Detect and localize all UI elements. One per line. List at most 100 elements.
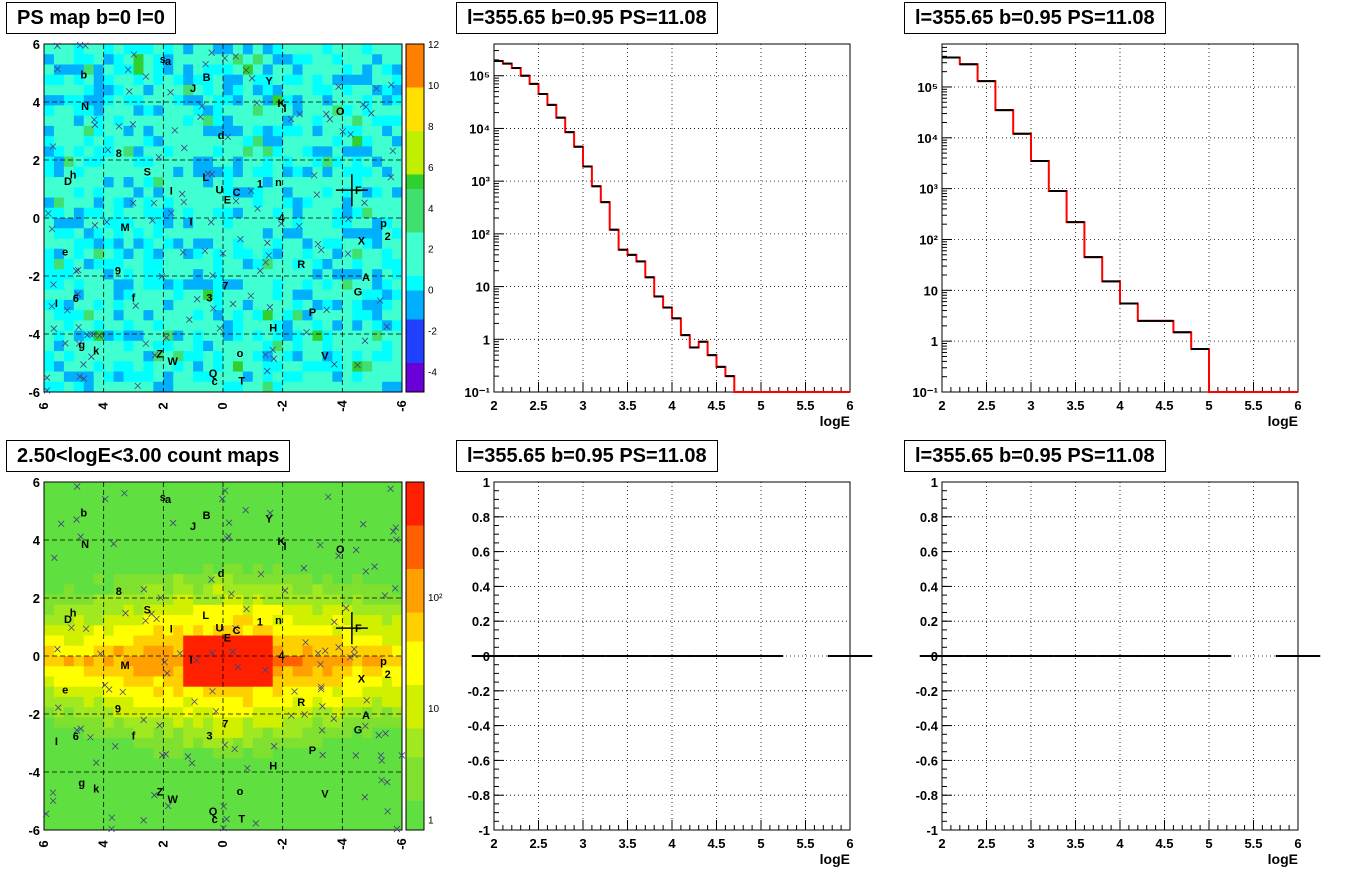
map-pixel — [252, 789, 264, 800]
map-pixel — [292, 696, 304, 708]
map-pixel — [213, 371, 224, 383]
map-pixel — [242, 289, 254, 301]
map-pixel — [143, 789, 154, 800]
map-pixel — [282, 361, 294, 373]
map-pixel — [183, 666, 194, 677]
map-pixel — [53, 361, 65, 373]
map-pixel — [193, 64, 204, 76]
source-label: s — [160, 492, 166, 504]
x-tick-label: 2.5 — [529, 836, 547, 851]
map-pixel — [53, 84, 65, 96]
map-pixel — [193, 604, 204, 616]
map-pixel — [223, 584, 234, 596]
map-pixel — [113, 625, 125, 637]
map-pixel — [103, 330, 115, 342]
map-pixel — [203, 258, 214, 270]
map-pixel — [213, 717, 224, 729]
map-pixel — [242, 584, 254, 596]
map-pixel — [362, 207, 373, 219]
map-pixel — [213, 625, 224, 637]
map-pixel — [103, 105, 115, 117]
map-pixel — [143, 615, 154, 626]
map-pixel — [272, 778, 284, 790]
source-cross — [121, 489, 128, 497]
map-pixel — [133, 482, 144, 493]
map-pixel — [362, 299, 373, 311]
source-cross — [54, 42, 61, 50]
map-pixel — [272, 533, 284, 544]
map-y-tick-label: -2 — [28, 707, 40, 722]
map-pixel — [73, 656, 85, 667]
map-pixel — [113, 492, 125, 503]
map-pixel — [44, 125, 55, 137]
map-pixel — [232, 604, 244, 616]
map-pixel — [232, 819, 244, 831]
map-pixel — [173, 799, 184, 811]
map-pixel — [193, 666, 204, 677]
source-label: 8 — [116, 148, 122, 160]
map-pixel — [352, 54, 363, 65]
map-pixel — [292, 228, 304, 239]
map-pixel — [322, 125, 333, 137]
map-pixel — [103, 351, 115, 362]
map-pixel — [302, 289, 313, 301]
map-pixel — [292, 512, 304, 524]
map-pixel — [113, 737, 125, 749]
map-pixel — [282, 604, 294, 616]
map-pixel — [242, 748, 254, 759]
map-pixel — [143, 553, 154, 565]
map-pixel — [133, 74, 144, 86]
map-y-tick-label: 2 — [33, 591, 40, 606]
map-pixel — [342, 218, 353, 229]
source-cross — [219, 250, 227, 257]
map-pixel — [213, 207, 224, 219]
map-pixel — [272, 44, 284, 55]
map-pixel — [322, 809, 333, 821]
map-pixel — [113, 54, 125, 65]
source-label: 1 — [257, 616, 263, 628]
map-pixel — [213, 819, 224, 831]
map-pixel — [73, 676, 85, 688]
map-pixel — [63, 115, 75, 127]
map-pixel — [83, 482, 95, 493]
source-cross — [163, 670, 171, 677]
map-pixel — [44, 351, 55, 362]
map-pixel — [382, 381, 393, 393]
map-pixel — [362, 74, 373, 86]
map-pixel — [183, 522, 194, 534]
map-pixel — [352, 95, 363, 106]
map-pixel — [213, 696, 224, 708]
map-pixel — [143, 258, 154, 270]
map-pixel — [113, 125, 125, 137]
map-pixel — [73, 197, 85, 209]
map-pixel — [232, 553, 244, 565]
map-pixel — [372, 74, 383, 86]
colorbar-cell — [406, 189, 424, 204]
map-pixel — [262, 819, 274, 831]
map-pixel — [382, 635, 393, 647]
map-pixel — [203, 574, 214, 585]
map-pixel — [44, 635, 55, 647]
map-pixel — [302, 737, 313, 749]
map-pixel — [232, 44, 244, 55]
map-pixel — [392, 707, 403, 718]
map-pixel — [272, 228, 284, 239]
map-pixel — [292, 156, 304, 168]
map-pixel — [362, 645, 373, 657]
map-pixel — [63, 361, 75, 373]
map-pixel — [203, 768, 214, 780]
map-pixel — [282, 105, 294, 117]
map-pixel — [103, 748, 115, 759]
map-pixel — [312, 676, 323, 688]
map-pixel — [73, 269, 85, 280]
map-pixel — [153, 95, 164, 106]
x-tick-label: 2.5 — [529, 398, 547, 413]
map-pixel — [352, 533, 363, 544]
map-pixel — [53, 269, 65, 280]
map-pixel — [183, 320, 194, 332]
source-label: I — [189, 654, 192, 666]
map-pixel — [93, 696, 105, 708]
map-pixel — [203, 146, 214, 158]
source-cross — [371, 563, 378, 570]
map-pixel — [342, 381, 353, 393]
